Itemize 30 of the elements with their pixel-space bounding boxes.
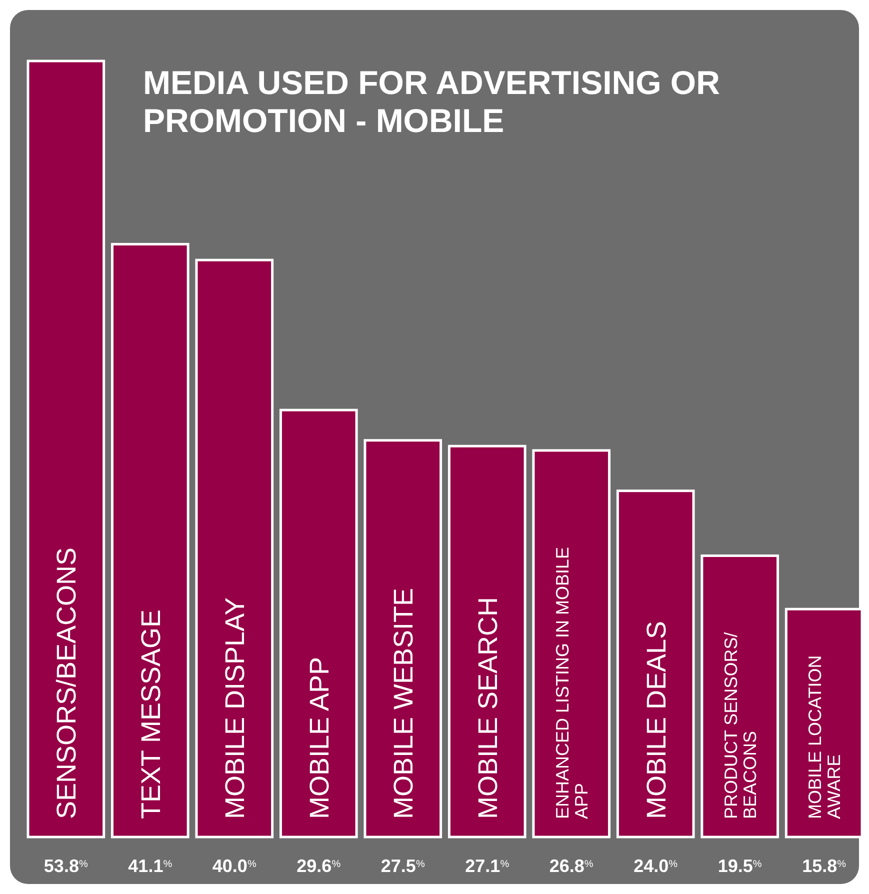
x-tick-label: TEXT MESSAGE bbox=[136, 609, 166, 819]
x-tick-label: PRODUCT SENSORS/ BEACONS bbox=[720, 632, 760, 819]
data-label: 26.8$^{%}$ bbox=[549, 856, 594, 876]
bar bbox=[195, 258, 274, 838]
bar bbox=[532, 449, 611, 838]
x-tick-label: MOBILE DEALS bbox=[641, 620, 672, 819]
bar bbox=[616, 490, 695, 838]
x-tick-label: MOBILE LOCATION AWARE bbox=[805, 655, 844, 819]
data-label: 27.5$^{%}$ bbox=[380, 856, 425, 876]
text: MEDIA USED FOR ADVERTISING OR PROMOTION - MOBILE bbox=[143, 64, 720, 139]
data-label: 29.6$^{%}$ bbox=[296, 856, 341, 876]
bar bbox=[700, 554, 780, 838]
x-tick-label: MOBILE APP bbox=[304, 656, 334, 819]
bar bbox=[364, 439, 442, 838]
x-tick-label: MOBILE SEARCH bbox=[472, 596, 503, 819]
data-label: 27.1$^{%}$ bbox=[465, 856, 510, 876]
x-tick-label: ENHANCED LISTING IN MOBILE APP bbox=[552, 546, 592, 819]
data-label: 41.1$^{%}$ bbox=[128, 856, 172, 876]
bar bbox=[26, 60, 106, 838]
x-tick-label: MOBILE WEBSITE bbox=[388, 588, 419, 819]
bar bbox=[110, 242, 190, 838]
data-label: 53.8$^{%}$ bbox=[44, 856, 88, 876]
bar bbox=[448, 444, 526, 838]
x-tick-label: MOBILE DISPLAY bbox=[220, 597, 250, 819]
bar bbox=[279, 408, 358, 838]
data-label: 24.0$^{%}$ bbox=[634, 856, 678, 876]
x-tick-label: SENSORS/BEACONS bbox=[52, 547, 82, 819]
data-label: 40.0$^{%}$ bbox=[212, 856, 256, 876]
data-label: 15.8$^{%}$ bbox=[802, 856, 846, 876]
data-label: 19.5$^{%}$ bbox=[718, 856, 762, 876]
